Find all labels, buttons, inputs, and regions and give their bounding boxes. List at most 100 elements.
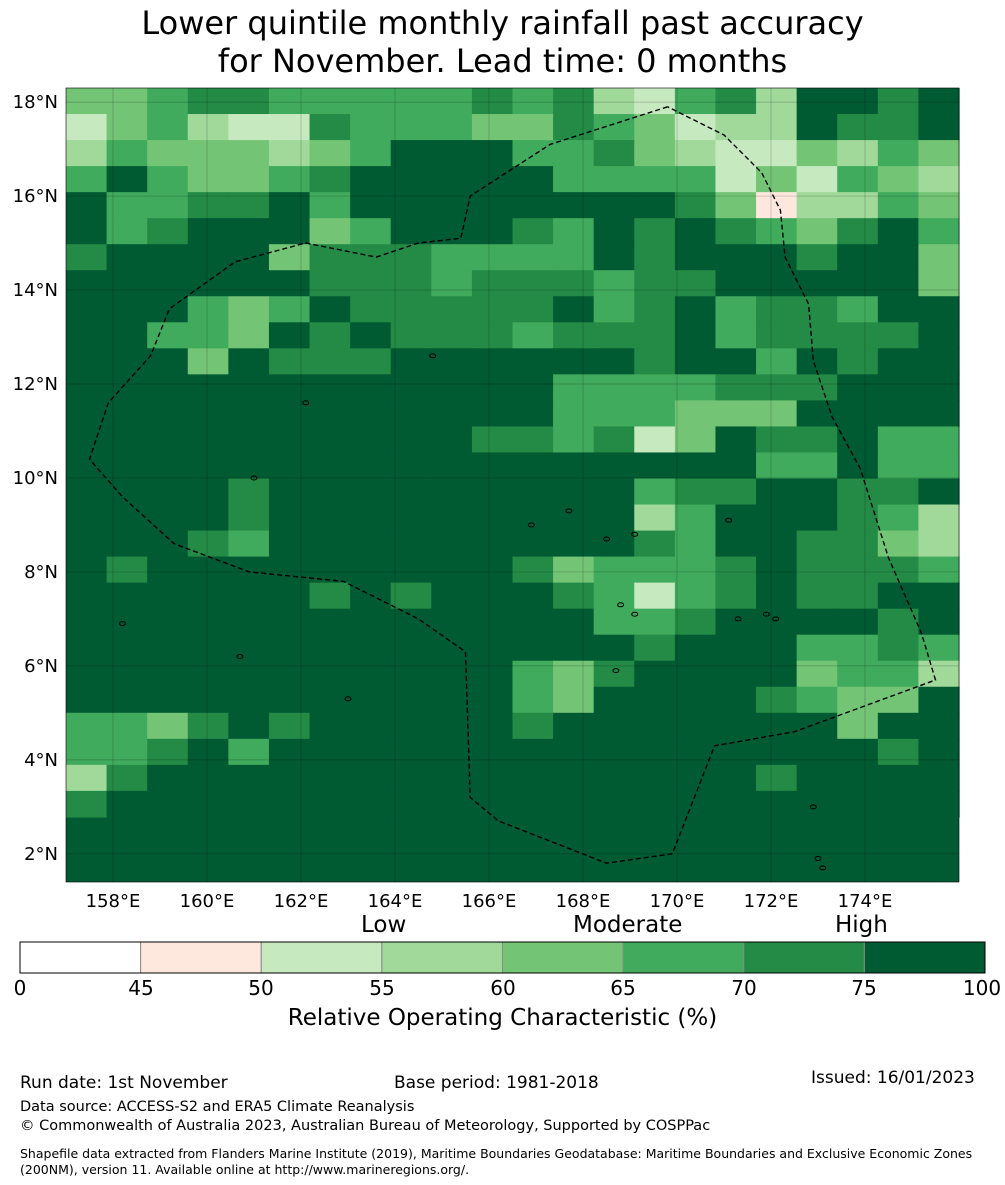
grid-cell	[634, 426, 676, 454]
grid-cell	[715, 790, 757, 818]
grid-cell	[268, 556, 311, 584]
grid-cell	[431, 686, 473, 714]
grid-cell	[390, 738, 432, 766]
grid-cell	[796, 530, 838, 558]
grid-cell	[674, 504, 717, 532]
grid-cell	[634, 166, 676, 193]
grid-cell	[187, 348, 229, 375]
grid-cell	[431, 140, 473, 167]
grid-cell	[634, 296, 676, 323]
grid-cell	[553, 764, 595, 792]
grid-cell	[106, 218, 148, 245]
grid-cell	[228, 504, 270, 532]
grid-cell	[350, 764, 392, 792]
grid-cell	[187, 426, 229, 454]
grid-cell	[796, 244, 838, 271]
map-frame	[65, 87, 960, 883]
grid-cell	[512, 790, 554, 818]
grid-cell	[593, 660, 635, 688]
grid-cell	[106, 790, 148, 818]
grid-cell	[553, 218, 595, 245]
latitude-tick-label: 18°N	[13, 92, 58, 113]
grid-cell	[228, 166, 270, 193]
grid-cell	[66, 556, 108, 584]
grid-cell	[674, 686, 717, 714]
grid-cell	[715, 296, 757, 323]
grid-cell	[715, 556, 757, 584]
grid-cell	[268, 504, 311, 532]
grid-cell	[309, 634, 351, 662]
grid-cell	[512, 140, 554, 167]
grid-cell	[715, 374, 757, 401]
grid-cell	[187, 400, 229, 428]
grid-cell	[593, 218, 635, 245]
grid-cell	[309, 582, 351, 610]
grid-cell	[147, 348, 189, 375]
grid-cell	[796, 426, 838, 454]
grid-cell	[877, 114, 920, 141]
grid-cell	[756, 400, 798, 428]
grid-cell	[715, 348, 757, 375]
grid-cell	[512, 452, 554, 480]
grid-cell	[228, 296, 270, 323]
latitude-tick-label: 6°N	[24, 656, 58, 677]
colorbar-tick: 60	[490, 976, 516, 1000]
grid-cell	[309, 192, 351, 219]
island	[734, 616, 742, 622]
grid-cell	[431, 608, 473, 636]
colorbar-segment	[260, 941, 383, 974]
grid-cell	[350, 634, 392, 662]
grid-cell	[268, 348, 311, 375]
grid-cell	[837, 244, 879, 271]
grid-cell	[837, 660, 879, 688]
grid-cell	[918, 88, 960, 115]
grid-cell	[390, 270, 432, 297]
grid-cell	[877, 504, 920, 532]
grid-cell	[553, 244, 595, 271]
grid-cell	[431, 530, 473, 558]
grid-cell	[268, 530, 311, 558]
grid-cell	[674, 582, 717, 610]
grid-cell	[512, 530, 554, 558]
grid-cell	[553, 322, 595, 349]
grid-cell	[634, 686, 676, 714]
longitude-tick-label: 172°E	[744, 891, 799, 912]
grid-cell	[66, 400, 108, 428]
grid-cell	[471, 582, 514, 610]
grid-cell	[674, 270, 717, 297]
grid-cell	[309, 218, 351, 245]
grid-cell	[309, 374, 351, 401]
grid-cell	[593, 88, 635, 115]
grid-cell	[268, 400, 311, 428]
grid-cell	[147, 218, 189, 245]
island	[603, 536, 610, 542]
grid-cell	[187, 452, 229, 480]
grid-cell	[66, 478, 108, 506]
colorbar-segment	[140, 941, 262, 974]
grid-cell	[796, 478, 838, 506]
grid-cell	[390, 634, 432, 662]
grid-cell	[918, 738, 960, 766]
grid-cell	[106, 296, 148, 323]
grid-cell	[715, 582, 757, 610]
grid-cell	[309, 738, 351, 766]
grid-cell	[796, 218, 838, 245]
grid-cell	[593, 452, 635, 480]
grid-cell	[756, 322, 798, 349]
grid-cell	[268, 764, 311, 792]
grid-cell	[268, 374, 311, 401]
grid-cell	[837, 608, 879, 636]
grid-cell	[147, 478, 189, 506]
grid-cell	[553, 400, 595, 428]
grid-cell	[390, 556, 432, 584]
island	[565, 508, 573, 514]
grid-cell	[350, 556, 392, 584]
longitude-tick-label: 170°E	[650, 891, 705, 912]
grid-cell	[431, 790, 473, 818]
grid-cell	[553, 374, 595, 401]
grid-cell	[512, 244, 554, 271]
grid-cell	[593, 296, 635, 323]
grid-cell	[756, 712, 798, 740]
grid-cell	[674, 88, 717, 115]
grid-cell	[877, 88, 920, 115]
